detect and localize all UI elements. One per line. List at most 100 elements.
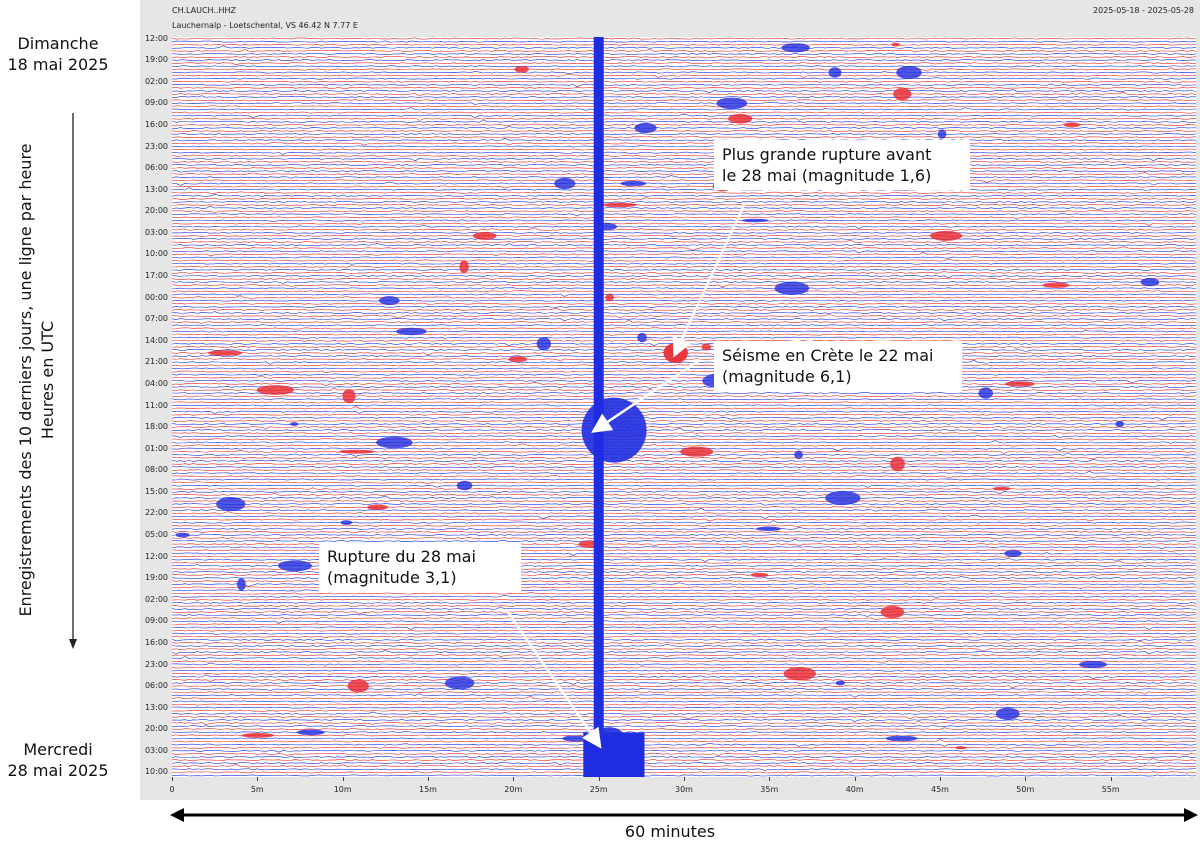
- trace-row: [172, 495, 1196, 500]
- trace-row: [172, 91, 1196, 97]
- x-tick-mark: [940, 777, 941, 781]
- trace-row: [172, 481, 1196, 485]
- y-tick-label: 12:00: [144, 551, 168, 561]
- trace-row: [172, 427, 1196, 432]
- trace-row: [172, 45, 1196, 49]
- trace-row: [172, 319, 1196, 324]
- teleseismic-signal-column: [593, 37, 604, 745]
- trace-row: [172, 359, 1196, 365]
- trace-row: [172, 696, 1196, 700]
- trace-row: [172, 432, 1196, 435]
- trace-row: [172, 243, 1196, 247]
- trace-row: [172, 655, 1196, 660]
- trace-row: [172, 367, 1196, 370]
- noise-burst: [562, 735, 589, 742]
- trace-row: [172, 537, 1196, 540]
- trace-row: [172, 739, 1196, 743]
- noise-burst: [396, 327, 427, 336]
- trace-row: [172, 756, 1196, 759]
- x-tick-mark: [1110, 777, 1112, 781]
- annotation-pointer-arrow: [672, 202, 747, 358]
- trace-row: [172, 213, 1196, 216]
- y-tick-label: 07:00: [144, 314, 168, 324]
- noise-burst: [634, 122, 657, 134]
- trace-row: [172, 650, 1196, 655]
- trace-row: [172, 506, 1196, 509]
- trace-row: [172, 508, 1196, 512]
- trace-row: [172, 318, 1196, 322]
- trace-row: [172, 99, 1196, 102]
- helicorder-traces: [172, 37, 1196, 777]
- trace-row: [172, 459, 1196, 463]
- noise-burst: [794, 450, 803, 459]
- y-tick-label: 11:00: [144, 400, 168, 410]
- noise-burst: [514, 65, 529, 73]
- trace-row: [172, 137, 1196, 142]
- trace-row: [172, 401, 1196, 404]
- noise-burst: [680, 446, 714, 457]
- noise-burst: [1115, 420, 1124, 428]
- y-tick-label: 23:00: [144, 659, 168, 669]
- noise-burst: [955, 746, 967, 750]
- trace-row: [172, 250, 1196, 254]
- trace-row: [172, 89, 1196, 94]
- trace-row: [172, 67, 1196, 72]
- x-tick-mark: [684, 777, 685, 781]
- noise-burst: [472, 231, 497, 240]
- trace-row: [172, 635, 1196, 639]
- noise-burst: [828, 67, 842, 78]
- trace-row: [172, 231, 1196, 235]
- noise-burst: [637, 332, 647, 343]
- trace-row: [172, 86, 1196, 90]
- noise-burst: [891, 42, 901, 47]
- trace-row: [172, 141, 1196, 146]
- trace-row: [172, 194, 1196, 197]
- y-tick-label: 06:00: [144, 681, 168, 690]
- station-location: Lauchernalp - Loetschental, VS 46.42 N 7…: [172, 21, 358, 30]
- x-tick-label: 55m: [1101, 785, 1120, 794]
- trace-row: [172, 274, 1196, 279]
- noise-burst: [728, 113, 753, 124]
- trace-row: [172, 37, 1196, 40]
- trace-row: [172, 685, 1196, 689]
- trace-row: [172, 185, 1196, 189]
- trace-row: [172, 181, 1196, 186]
- noise-burst: [216, 497, 246, 512]
- y-tick-label: 06:00: [144, 163, 168, 172]
- trace-row: [172, 187, 1196, 191]
- x-tick-label: 50m: [1016, 785, 1035, 794]
- noise-burst: [456, 480, 473, 491]
- y-tick-label: 14:00: [144, 335, 168, 345]
- trace-row: [172, 594, 1196, 598]
- trace-row: [172, 443, 1196, 447]
- trace-row: [172, 463, 1196, 465]
- y-tick-label: 20:00: [144, 206, 168, 216]
- x-tick-mark: [172, 777, 173, 781]
- noise-burst: [340, 520, 353, 525]
- trace-row: [172, 397, 1196, 401]
- x-tick-mark: [769, 777, 771, 781]
- trace-row: [172, 435, 1196, 438]
- trace-row: [172, 123, 1196, 126]
- noise-burst: [1063, 122, 1081, 128]
- trace-row: [172, 672, 1196, 675]
- trace-row: [172, 265, 1196, 268]
- double-arrow-icon: [170, 808, 1198, 822]
- trace-row: [172, 281, 1196, 284]
- trace-row: [172, 287, 1196, 290]
- trace-row: [172, 305, 1196, 308]
- x-tick-mark: [428, 777, 429, 781]
- trace-row: [172, 638, 1196, 642]
- y-tick-label: 22:00: [144, 508, 168, 518]
- trace-row: [172, 490, 1196, 495]
- trace-row: [172, 456, 1196, 459]
- x-tick-label: 35m: [760, 785, 779, 794]
- trace-row: [172, 681, 1196, 685]
- trace-row: [172, 83, 1196, 87]
- trace-row: [172, 632, 1196, 635]
- x-tick-label: 5m: [250, 785, 264, 794]
- trace-row: [172, 625, 1196, 630]
- x-tick-label: 20m: [504, 785, 523, 794]
- y-tick-label: 04:00: [144, 378, 168, 388]
- trace-row: [172, 416, 1196, 420]
